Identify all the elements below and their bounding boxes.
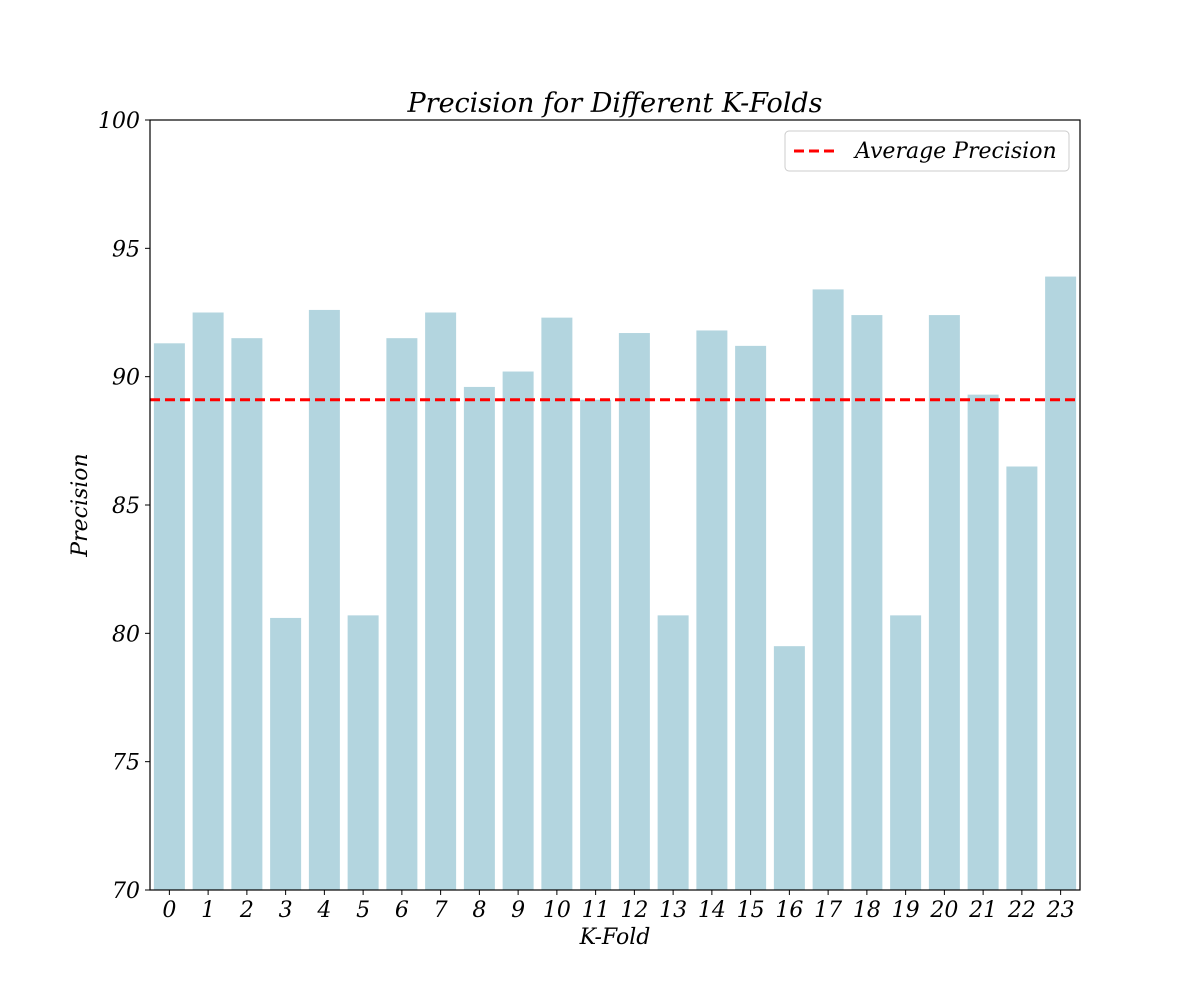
y-axis-label: Precision xyxy=(68,453,93,557)
x-tick-label: 13 xyxy=(659,898,687,923)
chart-title: Precision for Different K-Folds xyxy=(407,88,823,119)
bar-fold-5 xyxy=(347,615,379,890)
y-tick-label: 85 xyxy=(112,494,140,519)
bar-fold-1 xyxy=(192,312,224,890)
bar-fold-13 xyxy=(657,615,689,890)
bar-fold-10 xyxy=(541,317,573,891)
x-tick-label: 16 xyxy=(775,898,803,923)
x-tick-label: 21 xyxy=(968,898,997,923)
x-axis-label: K-Fold xyxy=(579,925,651,950)
bar-fold-4 xyxy=(308,309,340,890)
x-tick-label: 11 xyxy=(582,898,610,923)
x-tick-label: 6 xyxy=(395,898,409,923)
bar-fold-2 xyxy=(231,338,263,891)
x-tick-label: 15 xyxy=(737,898,765,923)
y-tick-label: 90 xyxy=(112,366,140,391)
y-tick-label: 80 xyxy=(112,622,140,647)
bar-fold-19 xyxy=(890,615,922,890)
bar-fold-22 xyxy=(1006,466,1038,890)
x-tick-label: 5 xyxy=(356,898,370,923)
y-tick-label: 100 xyxy=(98,109,140,134)
plot-frame xyxy=(149,119,1081,891)
bar-fold-21 xyxy=(967,394,999,890)
bar-fold-14 xyxy=(696,330,728,890)
bar-fold-18 xyxy=(851,315,883,891)
bar-fold-9 xyxy=(502,371,534,890)
x-tick-label: 22 xyxy=(1007,898,1036,923)
x-tick-label: 4 xyxy=(316,898,331,923)
x-tick-label: 1 xyxy=(201,898,215,923)
y-tick-label: 75 xyxy=(112,751,140,776)
bar-fold-11 xyxy=(580,399,612,890)
bar-fold-0 xyxy=(153,343,185,890)
bar-fold-8 xyxy=(463,386,495,890)
bar-fold-15 xyxy=(735,345,767,890)
x-tick-label: 19 xyxy=(892,898,920,923)
x-tick-label: 17 xyxy=(814,898,842,923)
x-tick-label: 20 xyxy=(929,898,958,923)
y-axis-ticks: 70 75 80 85 90 95 100 xyxy=(98,109,150,904)
bar-fold-23 xyxy=(1045,276,1077,891)
x-tick-label: 0 xyxy=(162,898,176,923)
bar-fold-20 xyxy=(928,315,960,891)
x-tick-label: 10 xyxy=(543,898,571,923)
bar-fold-7 xyxy=(425,312,457,890)
x-tick-label: 18 xyxy=(853,898,881,923)
x-tick-label: 23 xyxy=(1046,898,1075,923)
bar-fold-17 xyxy=(812,289,844,890)
x-tick-label: 2 xyxy=(239,898,254,923)
y-tick-label: 70 xyxy=(112,879,140,904)
x-axis-ticks: 0 1 2 3 4 5 6 7 8 9 10 11 12 13 14 15 16 17 18 19 20 21 22 23 xyxy=(162,890,1075,923)
bars-group xyxy=(153,276,1077,891)
legend: Average Precision xyxy=(784,130,1070,172)
y-tick-label: 95 xyxy=(112,237,140,262)
bar-fold-6 xyxy=(386,338,418,891)
x-tick-label: 14 xyxy=(698,898,726,923)
legend-box xyxy=(784,130,1070,172)
x-tick-label: 12 xyxy=(620,898,648,923)
x-tick-label: 7 xyxy=(434,898,448,923)
bar-fold-3 xyxy=(270,617,302,890)
x-tick-label: 8 xyxy=(472,898,486,923)
bar-fold-12 xyxy=(618,333,650,890)
bar-fold-16 xyxy=(773,646,805,890)
x-tick-label: 3 xyxy=(279,898,293,923)
legend-label: Average Precision xyxy=(853,139,1057,164)
x-tick-label: 9 xyxy=(511,898,525,923)
